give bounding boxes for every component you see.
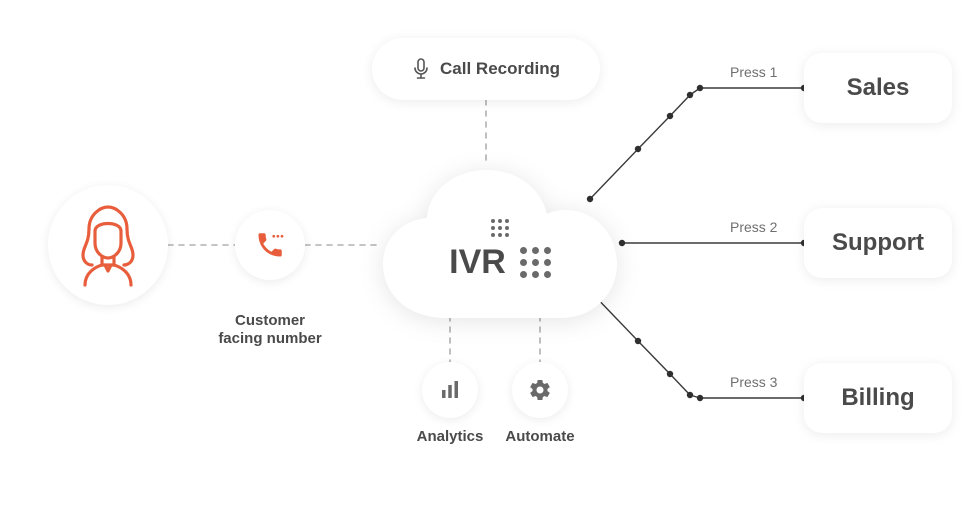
ivr-cloud-content: IVR xyxy=(430,205,570,295)
dest-billing-label: Billing xyxy=(841,384,914,412)
call-recording-label: Call Recording xyxy=(440,59,560,79)
press-1-text: Press 1 xyxy=(730,64,777,80)
analytics-node xyxy=(422,362,478,418)
phone-label: Customer facing number xyxy=(205,294,335,348)
keypad-icon-small xyxy=(491,219,509,237)
press-label-1: Press 1 xyxy=(730,64,777,80)
dest-sales: Sales xyxy=(804,53,952,123)
press-label-3: Press 3 xyxy=(730,374,777,390)
customer-icon xyxy=(71,203,145,287)
dest-support-label: Support xyxy=(832,229,924,257)
analytics-icon xyxy=(439,379,461,401)
ivr-label-row: IVR xyxy=(449,243,551,282)
press-3-text: Press 3 xyxy=(730,374,777,390)
automate-node xyxy=(512,362,568,418)
press-2-text: Press 2 xyxy=(730,219,777,235)
call-recording-node: Call Recording xyxy=(372,38,600,100)
ivr-text: IVR xyxy=(449,243,506,282)
keypad-icon-large xyxy=(520,247,551,278)
customer-node xyxy=(48,185,168,305)
dest-sales-label: Sales xyxy=(847,74,910,102)
dest-support: Support xyxy=(804,208,952,278)
phone-node xyxy=(235,210,305,280)
automate-label: Automate xyxy=(495,428,585,446)
analytics-label: Analytics xyxy=(405,428,495,446)
dest-billing: Billing xyxy=(804,363,952,433)
microphone-icon xyxy=(412,58,430,80)
press-label-2: Press 2 xyxy=(730,219,777,235)
gear-icon xyxy=(528,378,552,402)
analytics-label-text: Analytics xyxy=(417,428,484,445)
phone-label-text: Customer facing number xyxy=(218,312,321,347)
automate-label-text: Automate xyxy=(505,428,574,445)
phone-icon xyxy=(255,230,285,260)
